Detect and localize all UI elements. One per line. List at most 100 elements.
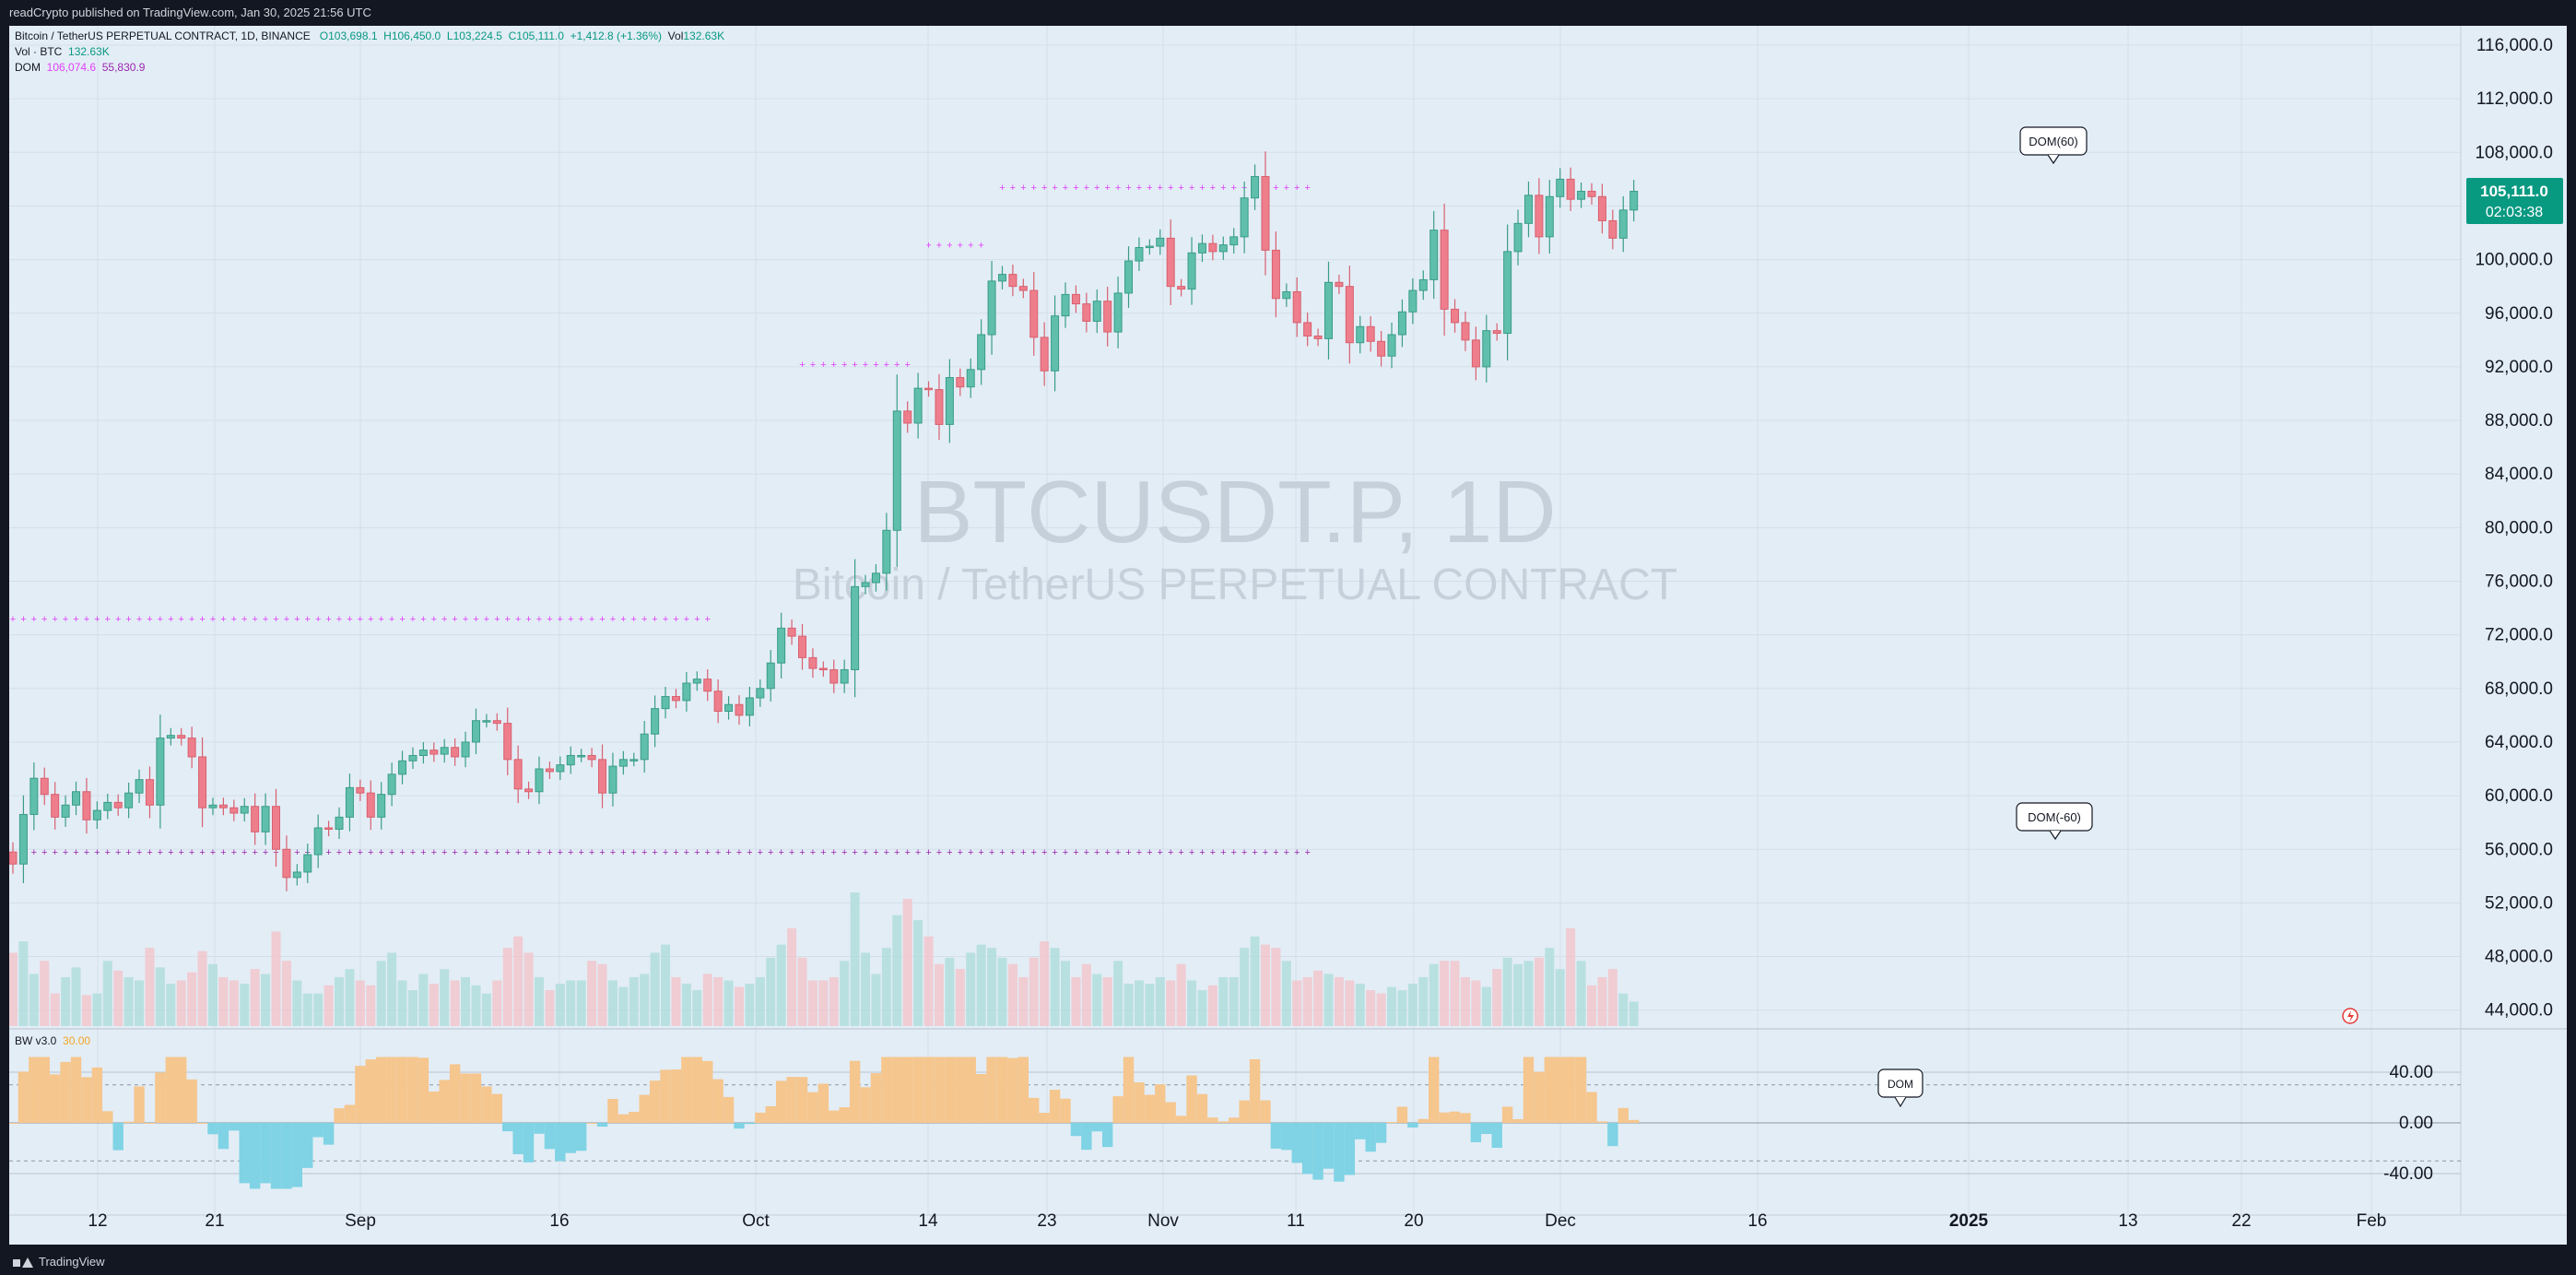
- bw-bar: [1586, 1092, 1597, 1123]
- bw-tick-label: -40.00: [2383, 1164, 2433, 1184]
- candle-body: [1545, 195, 1554, 238]
- candle-body: [208, 804, 218, 809]
- candle-body: [1008, 274, 1017, 288]
- candle-body: [787, 627, 796, 637]
- legend-symbol[interactable]: Bitcoin / TetherUS PERPETUAL CONTRACT, 1…: [15, 30, 311, 42]
- dom-dot: +: [694, 847, 700, 858]
- bw-bar: [1155, 1084, 1166, 1123]
- y-tick-label: 48,000.0: [2485, 948, 2553, 967]
- dom-dot: +: [852, 360, 857, 371]
- volume-bar: [155, 967, 165, 1026]
- candle-body: [303, 854, 312, 873]
- volume-bar: [407, 990, 418, 1026]
- dom-dot: +: [894, 360, 900, 371]
- bw-bar: [544, 1123, 556, 1150]
- bw-bar: [1112, 1096, 1123, 1123]
- candle-body: [103, 801, 112, 811]
- dom-dot: +: [1063, 183, 1068, 194]
- bw-bar: [439, 1080, 450, 1123]
- candle-body: [1103, 301, 1112, 333]
- candle-body: [1556, 178, 1565, 197]
- volume-bar: [776, 944, 786, 1026]
- dom-dot: +: [1189, 183, 1194, 194]
- dom-dot: +: [358, 847, 363, 858]
- volume-bar: [355, 980, 365, 1026]
- bw-bar: [1375, 1123, 1387, 1143]
- bw-bar: [334, 1108, 345, 1123]
- chart-area[interactable]: BTCUSDT.P, 1D Bitcoin / TetherUS PERPETU…: [7, 26, 2567, 1245]
- dom-dot: +: [978, 847, 983, 858]
- volume-bar: [1281, 961, 1291, 1026]
- lightning-icon[interactable]: [2342, 1008, 2358, 1024]
- volume-bar: [923, 936, 934, 1026]
- dom-dot: +: [1252, 847, 1257, 858]
- dom-dot: +: [125, 847, 131, 858]
- dom-dot: +: [41, 847, 47, 858]
- dom-dot: +: [589, 847, 594, 858]
- legend-vol-row[interactable]: Vol · BTC 132.63K: [15, 44, 724, 60]
- candle-body: [566, 754, 575, 766]
- volume-bar: [250, 969, 260, 1026]
- bw-bar: [229, 1123, 240, 1131]
- candle-body: [1135, 247, 1144, 262]
- dom-dot: +: [1199, 847, 1205, 858]
- bw-bar: [1207, 1117, 1218, 1123]
- bw-bar: [270, 1123, 282, 1189]
- candle-body: [229, 807, 239, 814]
- dom-dot: +: [673, 847, 678, 858]
- volume-bar: [1429, 963, 1439, 1026]
- dom-dot: +: [1094, 847, 1100, 858]
- volume-bar: [450, 980, 460, 1026]
- dom-dot: +: [1284, 847, 1289, 858]
- volume-bar: [787, 927, 797, 1026]
- bw-bar: [291, 1123, 303, 1187]
- dom-dot: +: [473, 847, 478, 858]
- footer-brand[interactable]: TradingView: [39, 1255, 105, 1269]
- volume-bar: [945, 957, 955, 1026]
- dom-dot: +: [1136, 847, 1142, 858]
- volume-bar: [1366, 990, 1376, 1026]
- bw-bar: [817, 1083, 829, 1123]
- volume-bar: [1302, 976, 1312, 1026]
- candle-body: [1197, 242, 1206, 254]
- dom-dot: +: [1052, 847, 1057, 858]
- dom-dot: +: [1231, 847, 1237, 858]
- candle-body: [471, 720, 480, 743]
- bw-bar: [323, 1123, 335, 1145]
- dom-dot: +: [84, 847, 89, 858]
- volume-bar: [1587, 985, 1596, 1026]
- volume-bar: [1187, 980, 1197, 1026]
- y-tick-label: 92,000.0: [2485, 358, 2553, 377]
- volume-bar: [1618, 993, 1629, 1026]
- bw-bar: [1291, 1123, 1302, 1163]
- dom-dot: +: [284, 614, 289, 625]
- bw-bar: [449, 1064, 461, 1123]
- volume-bar: [840, 961, 850, 1026]
- candle-body: [218, 804, 228, 809]
- chart-canvas[interactable]: BTCUSDT.P, 1D Bitcoin / TetherUS PERPETU…: [7, 26, 2567, 1245]
- candle-body: [282, 848, 291, 879]
- candle-body: [418, 750, 428, 756]
- dom-lower-callout: DOM(-60): [2016, 802, 2093, 841]
- volume-bar: [807, 980, 817, 1026]
- dom-dot: +: [568, 614, 573, 625]
- candle-body: [18, 813, 28, 865]
- dom-dot: +: [105, 614, 111, 625]
- bw-legend[interactable]: BW v3.0 30.00: [15, 1034, 90, 1047]
- bw-bar: [239, 1123, 250, 1184]
- candle-body: [903, 410, 912, 424]
- volume-bar: [745, 984, 755, 1026]
- dom-dot: +: [525, 614, 531, 625]
- candle-body: [324, 827, 334, 830]
- volume-bar: [1061, 961, 1070, 1026]
- candle-body: [724, 703, 734, 713]
- legend-dom-row[interactable]: DOM 106,074.6 55,830.9: [15, 60, 724, 76]
- dom-dot: +: [768, 847, 773, 858]
- candle-body: [808, 656, 817, 669]
- chart-legend: Bitcoin / TetherUS PERPETUAL CONTRACT, 1…: [15, 29, 724, 76]
- candle-body: [1208, 242, 1217, 253]
- dom-dot: +: [168, 614, 173, 625]
- candle-body: [1440, 230, 1449, 310]
- dom-dot: +: [747, 847, 752, 858]
- volume-bar: [607, 980, 618, 1026]
